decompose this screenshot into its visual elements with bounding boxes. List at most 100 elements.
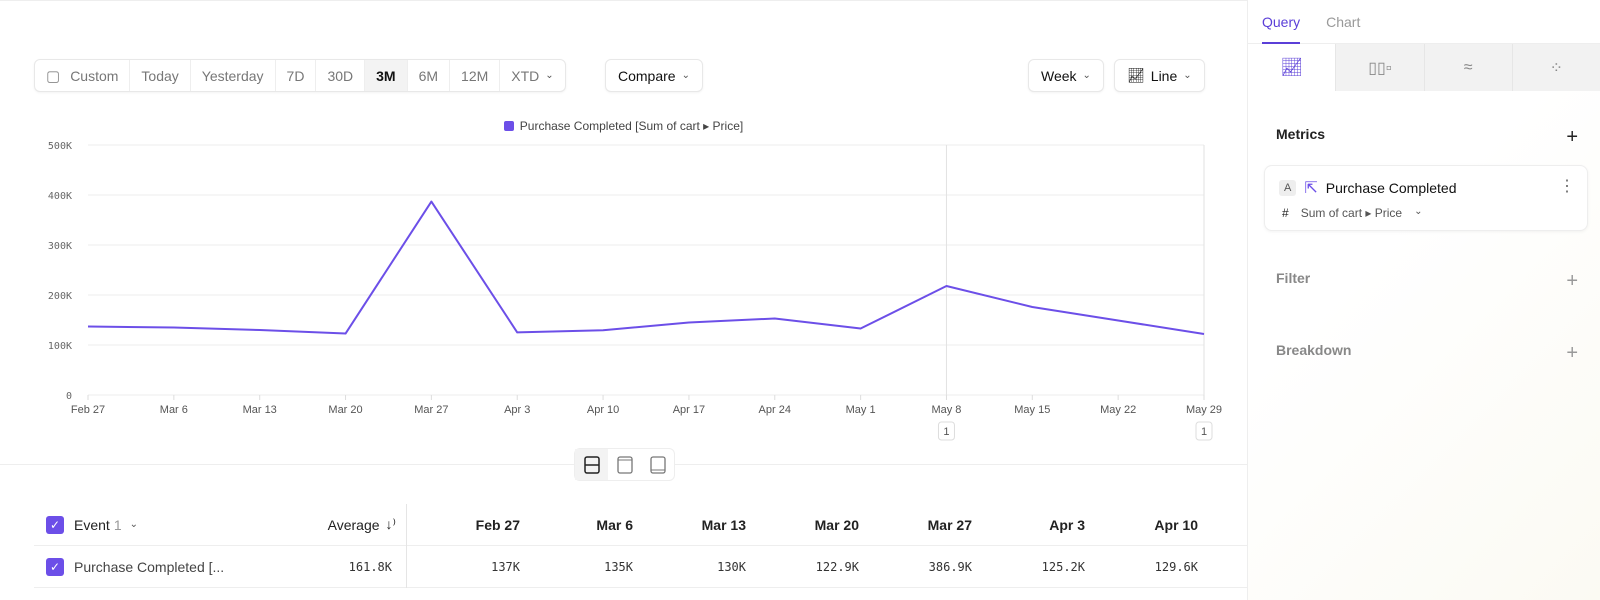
y-tick-label: 100K [48, 341, 72, 352]
tab-chart[interactable]: Chart [1326, 14, 1361, 30]
insights-icon[interactable]: 📈︎ [1248, 44, 1336, 91]
sort-icon: ↓⁾ [385, 516, 396, 532]
layout-toggle [574, 448, 675, 481]
range-6m[interactable]: 6M [408, 60, 451, 91]
range-today[interactable]: Today [130, 60, 191, 91]
data-table: ✓ Event 1 ⌄ Average ↓⁾ Feb 27 Mar 6 Mar 13 M… [34, 503, 1311, 588]
column-header[interactable]: Feb 27 [475, 516, 520, 533]
annotation-marker [1195, 421, 1213, 441]
filter-label: Filter [1276, 270, 1311, 286]
panel-tabs: Query Chart [1248, 0, 1600, 44]
metric-name: Purchase Completed [1325, 180, 1457, 196]
column-header[interactable]: Apr 3 [1049, 516, 1085, 533]
column-header[interactable]: Mar 6 [596, 516, 633, 533]
x-tick-label: May 29 [1186, 404, 1222, 416]
annotation-label: 1 [943, 426, 949, 438]
metric-card[interactable]: A ⇱ Purchase Completed ⋮ # Sum of cart ▸… [1264, 165, 1588, 231]
breakdown-label: Breakdown [1276, 342, 1352, 358]
chevron-down-icon: ⌄ [1183, 70, 1192, 81]
x-tick-label: May 8 [931, 404, 961, 416]
x-tick-label: May 1 [846, 404, 876, 416]
interval-select[interactable]: Week ⌄ [1028, 59, 1104, 92]
table-header: ✓ Event 1 ⌄ Average ↓⁾ Feb 27 Mar 6 Mar 13 M… [34, 503, 1311, 546]
chart-type-select[interactable]: 📈︎ Line ⌄ [1114, 59, 1205, 92]
y-tick-label: 400K [48, 191, 72, 202]
funnels-icon[interactable]: ▯▯▫ [1335, 44, 1424, 91]
more-options-icon[interactable]: ⋮ [1559, 178, 1575, 195]
chevron-down-icon: ⌄ [545, 70, 554, 81]
y-tick-label: 300K [48, 241, 72, 252]
range-30d[interactable]: 30D [316, 60, 366, 91]
date-range-selector: ▢ Custom Today Yesterday 7D 30D 3M 6M 12M… [34, 59, 566, 92]
numeric-icon: # [1282, 206, 1289, 220]
table-cell: 137K [491, 559, 520, 574]
table-row[interactable]: ✓ Purchase Completed [... 161.8K 137K 135… [34, 545, 1311, 588]
metrics-label: Metrics [1276, 126, 1326, 142]
line-chart[interactable]: 0 100K 200K 300K 400K 500K Feb 27 Mar 6 Mar 13 Ma… [0, 131, 1247, 441]
x-tick-label: Mar 20 [328, 404, 362, 416]
average-label: Average [327, 516, 380, 533]
range-custom[interactable]: ▢ Custom [35, 60, 131, 91]
table-cell: 129.6K [1154, 559, 1198, 574]
range-xtd[interactable]: XTD ⌄ [500, 60, 564, 91]
calendar-icon: ▢ [46, 67, 61, 85]
chevron-down-icon: ⌄ [1414, 206, 1423, 217]
chart-only-layout-icon[interactable] [608, 449, 641, 480]
range-yesterday[interactable]: Yesterday [191, 60, 276, 91]
y-tick-label: 500K [48, 141, 72, 152]
table-only-layout-icon[interactable] [641, 449, 674, 480]
range-label: Custom [70, 67, 119, 84]
legend-label: Purchase Completed [Sum of cart ▸ Price] [519, 119, 744, 133]
breakdown-section: Breakdown + [1276, 342, 1578, 365]
column-header[interactable]: Mar 13 [701, 516, 746, 533]
y-tick-label: 0 [66, 391, 72, 402]
select-all-checkbox[interactable]: ✓ [46, 515, 64, 534]
split-layout-icon[interactable] [575, 449, 608, 480]
analysis-type-tabs: 📈︎ ▯▯▫ ≈ ⁘ [1248, 44, 1600, 91]
column-header[interactable]: Mar 27 [927, 516, 972, 533]
chart-type-label: Line [1150, 67, 1178, 84]
x-tick-label: Apr 3 [504, 404, 530, 416]
aggregation-label: Sum of cart ▸ Price [1300, 206, 1403, 220]
event-count: 1 [113, 516, 122, 533]
x-tick-label: Mar 13 [243, 404, 277, 416]
add-breakdown-icon[interactable]: + [1566, 342, 1578, 364]
compare-button[interactable]: Compare ⌄ [605, 59, 703, 92]
retention-icon[interactable]: ⁘ [1511, 44, 1600, 91]
event-cursor-icon: ⇱ [1304, 180, 1318, 197]
x-tick-label: Apr 10 [587, 404, 619, 416]
column-header[interactable]: Apr 10 [1154, 516, 1198, 533]
flows-icon[interactable]: ≈ [1423, 44, 1512, 91]
filter-section: Filter + [1276, 270, 1578, 293]
range-12m[interactable]: 12M [450, 60, 501, 91]
row-event-name: Purchase Completed [... [74, 558, 225, 575]
row-checkbox[interactable]: ✓ [46, 557, 64, 576]
metric-letter-badge: A [1279, 180, 1297, 196]
interval-label: Week [1041, 67, 1077, 84]
table-cell: 386.9K [928, 559, 972, 574]
y-tick-label: 200K [48, 291, 72, 302]
annotation-marker [937, 421, 955, 441]
aggregation-select[interactable]: # Sum of cart ▸ Price ⌄ [1282, 206, 1422, 220]
range-3m[interactable]: 3M [365, 60, 408, 91]
average-header[interactable]: Average ↓⁾ [267, 503, 407, 546]
compare-label: Compare [618, 67, 676, 84]
x-tick-label: Apr 17 [673, 404, 705, 416]
row-average: 161.8K [267, 545, 407, 588]
x-tick-label: May 22 [1100, 404, 1136, 416]
annotation-label: 1 [1201, 426, 1207, 438]
column-header[interactable]: Mar 20 [814, 516, 859, 533]
add-filter-icon[interactable]: + [1566, 270, 1578, 292]
table-cell: 125.2K [1041, 559, 1085, 574]
chevron-down-icon[interactable]: ⌄ [129, 519, 138, 530]
range-7d[interactable]: 7D [276, 60, 317, 91]
query-panel: Query Chart 📈︎ ▯▯▫ ≈ ⁘ Metrics + A ⇱ Purc… [1247, 0, 1600, 600]
event-header[interactable]: Event [74, 516, 110, 533]
legend-swatch [503, 121, 514, 131]
metrics-section: Metrics + [1276, 126, 1578, 149]
tab-query[interactable]: Query [1262, 14, 1301, 44]
add-metric-icon[interactable]: + [1566, 126, 1578, 148]
chart-legend[interactable]: Purchase Completed [Sum of cart ▸ Price] [0, 119, 1247, 133]
table-cell: 122.9K [815, 559, 859, 574]
range-label: XTD [511, 67, 540, 84]
